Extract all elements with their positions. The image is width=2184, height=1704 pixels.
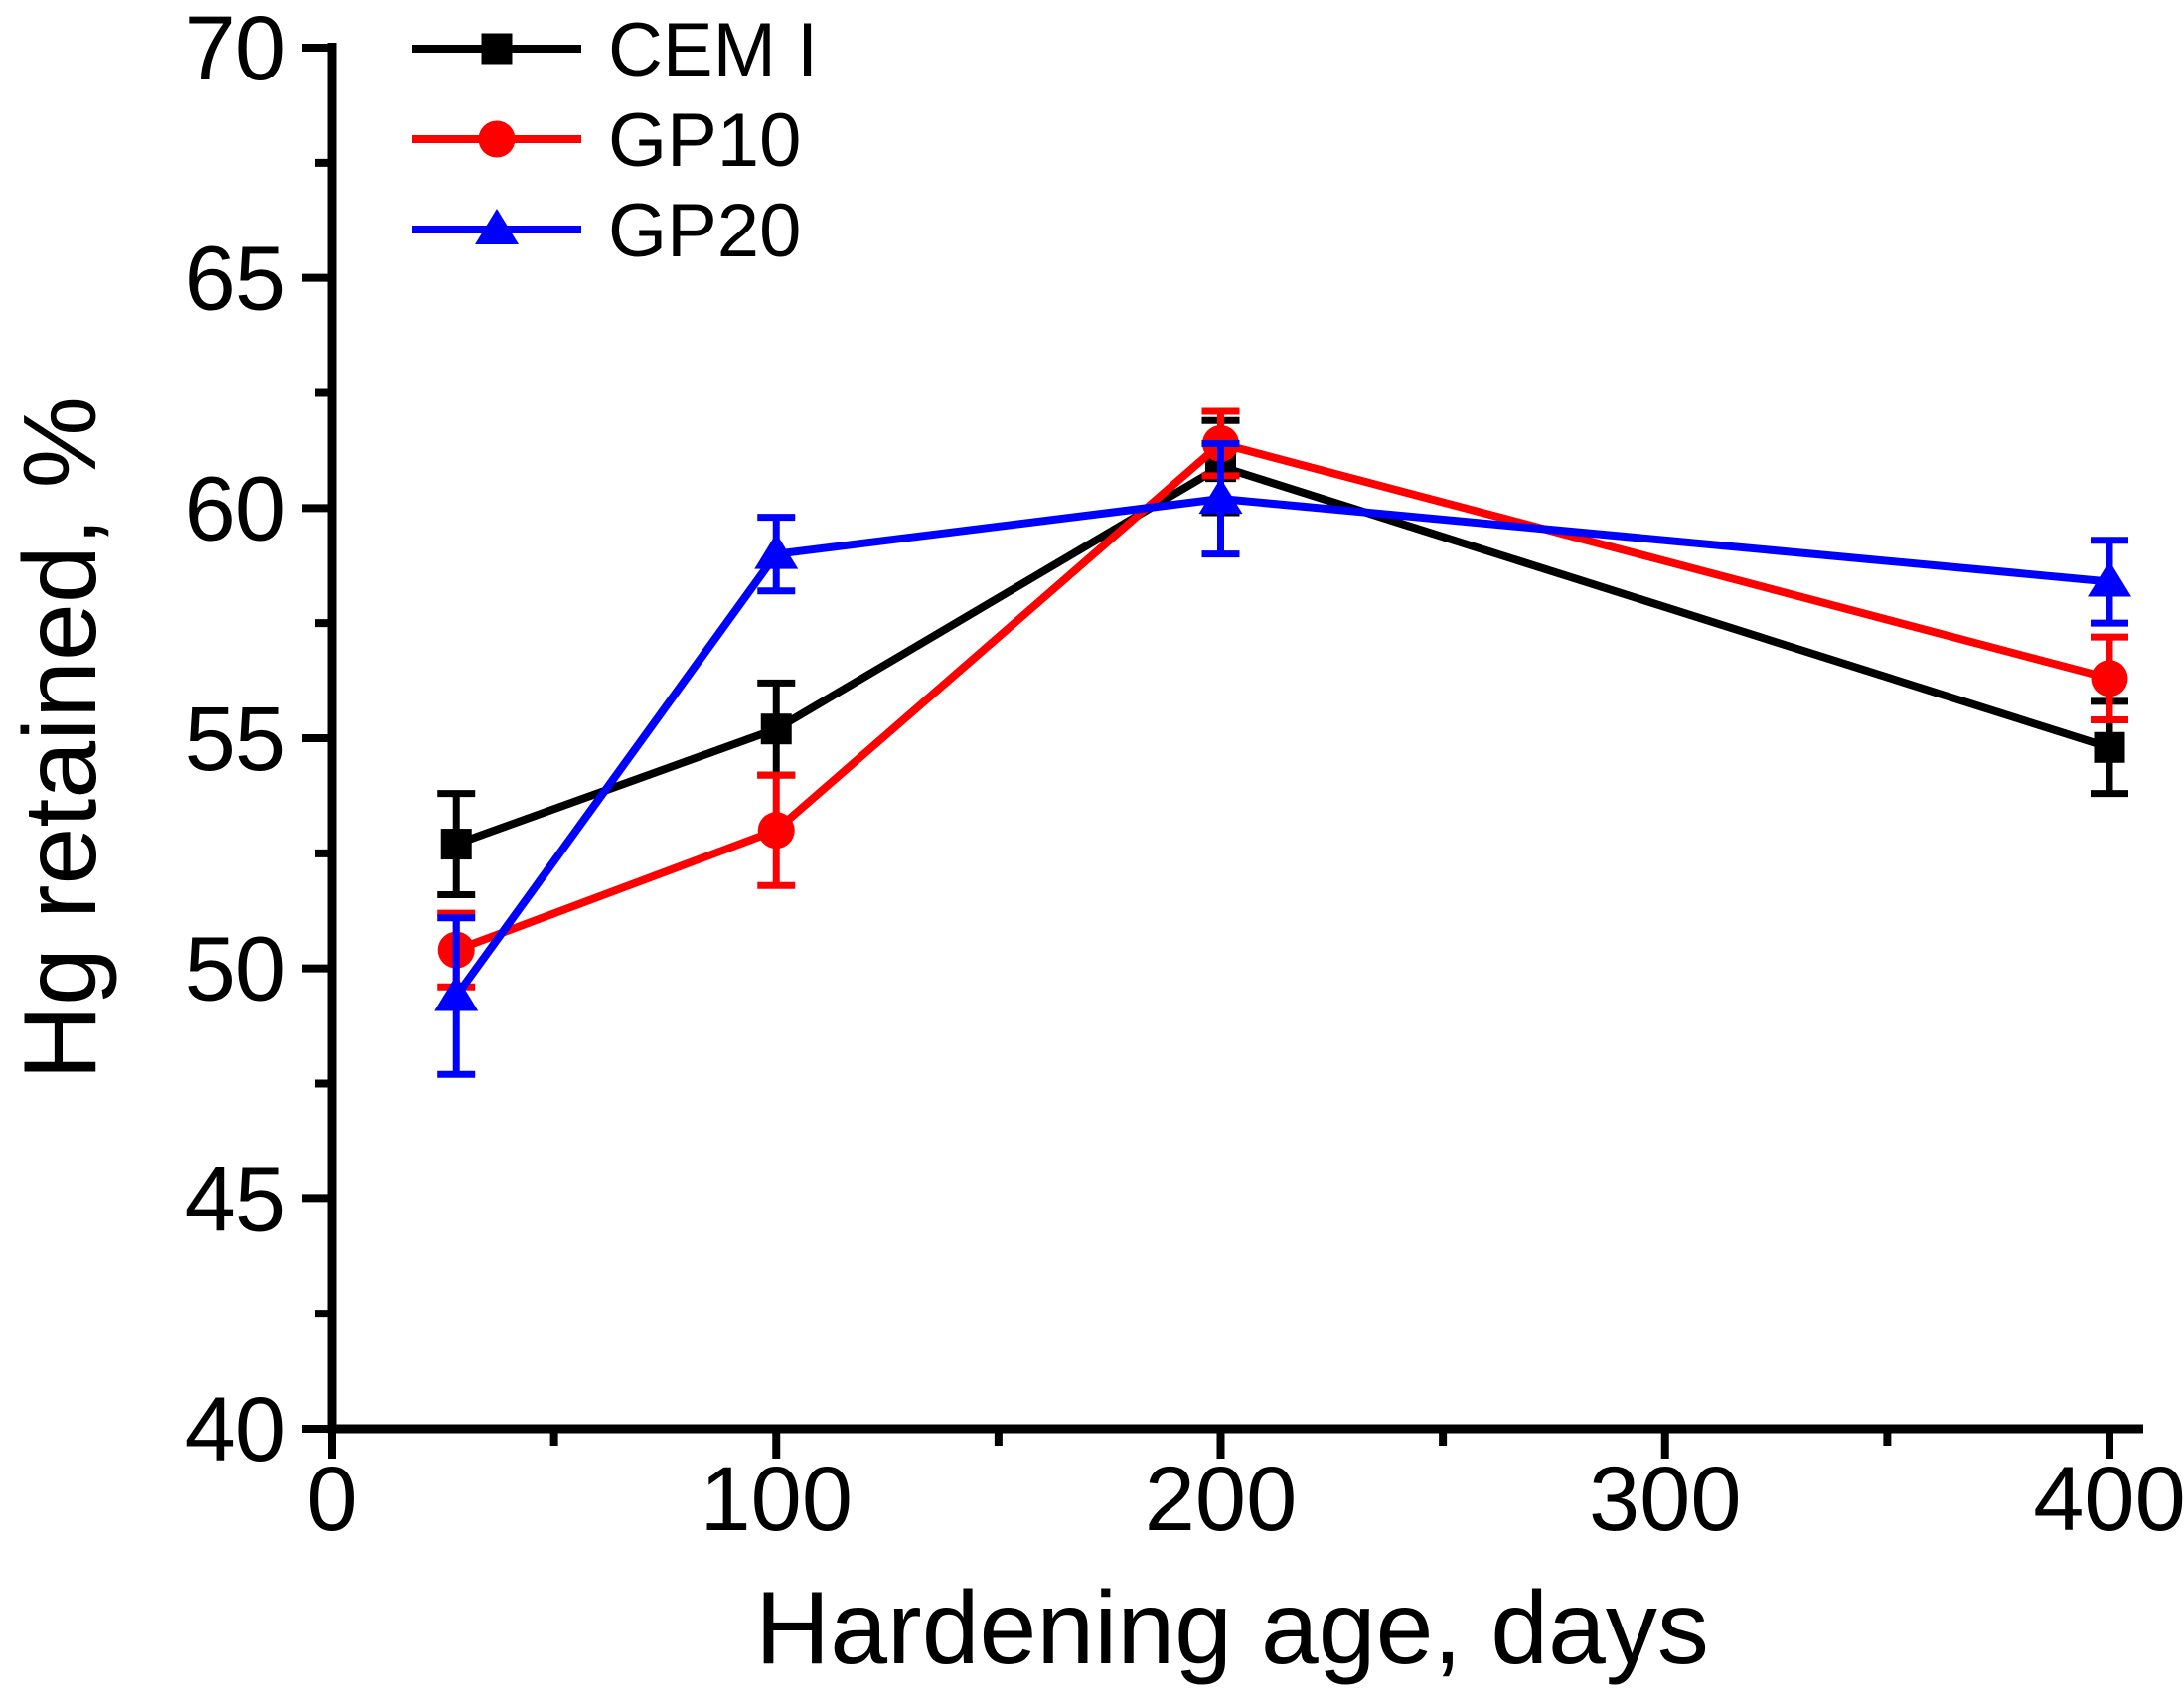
gp20-marker: [1198, 478, 1243, 515]
x-tick-label: 100: [701, 1449, 854, 1550]
cem-i-line: [454, 462, 2111, 849]
legend-item-cem-i: CEM I: [412, 8, 818, 92]
x-tick-label: 300: [1589, 1449, 1742, 1550]
cem-i-marker: [2094, 731, 2125, 763]
cem-i-marker: [760, 713, 792, 745]
x-tick-label: 200: [1145, 1449, 1298, 1550]
legend-marker-cem-i: [481, 33, 513, 65]
gp20-marker: [2088, 560, 2131, 597]
x-tick-label: 400: [2033, 1449, 2184, 1550]
gp20-line: [452, 495, 2110, 999]
y-tick-label: 55: [185, 689, 286, 790]
x-tick-label: 0: [306, 1449, 357, 1550]
legend-marker-gp20: [475, 209, 519, 244]
y-tick-label: 65: [185, 229, 286, 330]
legend-label-gp20: GP20: [608, 189, 801, 273]
cem-i-marker: [440, 829, 472, 860]
legend-label-gp10: GP10: [608, 98, 801, 183]
gp10-marker: [2091, 660, 2128, 697]
x-axis-title: Hardening age, days: [755, 1571, 1709, 1686]
y-tick-label: 60: [185, 458, 286, 559]
series-gp20: [434, 439, 2131, 1078]
gp10-marker: [757, 812, 795, 850]
y-tick-label: 50: [185, 919, 286, 1020]
gp20-marker: [434, 975, 479, 1011]
y-tick-label: 40: [185, 1379, 286, 1480]
y-axis-title: Hg retained, %: [3, 396, 118, 1080]
y-tick-label: 70: [185, 0, 286, 99]
legend-marker-gp10: [478, 120, 516, 158]
gp20-marker: [754, 533, 799, 569]
legend-label-cem-i: CEM I: [608, 8, 818, 92]
gp10-line: [454, 439, 2111, 954]
y-tick-label: 45: [185, 1149, 286, 1250]
legend-item-gp20: GP20: [412, 189, 801, 273]
legend-item-gp10: GP10: [412, 98, 801, 183]
